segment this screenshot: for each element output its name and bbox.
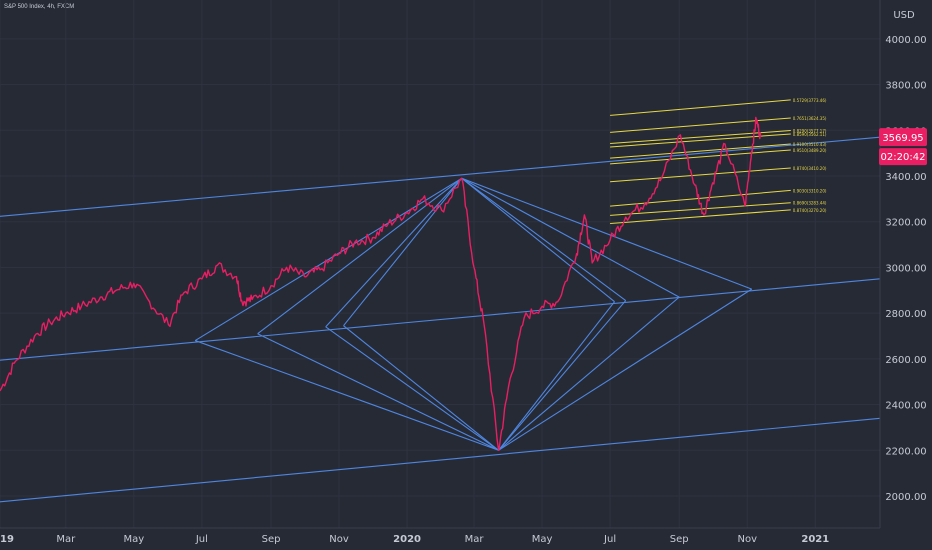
y-tick-label: 3000.00: [885, 263, 926, 274]
trendline: [194, 177, 463, 342]
fib-line: [610, 117, 791, 133]
x-tick-label: 2021: [801, 534, 829, 545]
trendline: [461, 177, 752, 290]
currency-label: USD: [893, 10, 915, 21]
fib-line: [610, 167, 791, 183]
trendline: [343, 325, 499, 451]
fib-label: 0.5729(3773.46): [793, 98, 827, 103]
fib-label: 0.9510(3489.20): [793, 148, 827, 153]
trendline: [461, 177, 627, 302]
y-axis: 2000.00 2200.00 2400.00 2600.00 2800.00 3000.…: [885, 35, 926, 503]
y-tick-label: 3800.00: [885, 81, 926, 92]
fib-label: 0.7651(3624.35): [793, 116, 827, 121]
x-axis: 2019 Mar May Jul Sep Nov 2020 Mar May Jul Sep Nov 20…: [0, 534, 829, 545]
y-tick-label: 2800.00: [885, 309, 926, 320]
y-tick-label: 2600.00: [885, 355, 926, 366]
trendlines: [0, 136, 881, 503]
y-tick-label: 3400.00: [885, 172, 926, 183]
y-tick-label: 2200.00: [885, 446, 926, 457]
x-tick-label: Sep: [262, 534, 281, 545]
trendline: [498, 288, 753, 451]
fib-line: [610, 149, 791, 165]
x-tick-label: Nov: [738, 534, 758, 545]
trendline: [0, 136, 881, 217]
fib-line: [610, 130, 791, 145]
fib-label: 0.8740(3270.20): [793, 208, 827, 213]
trendline: [461, 177, 615, 303]
trendline: [325, 326, 499, 451]
fib-label: 0.9100(3510.43): [793, 142, 827, 147]
x-tick-label: May: [123, 534, 144, 545]
y-tick-label: 2000.00: [885, 492, 926, 503]
fib-line: [610, 143, 791, 159]
y-tick-label: 2400.00: [885, 401, 926, 412]
fib-line: [610, 189, 791, 207]
fib-label: 0.9030(3310.20): [793, 188, 827, 193]
x-tick-label: Nov: [329, 534, 349, 545]
trendline: [194, 340, 499, 451]
fib-line: [610, 133, 791, 148]
x-tick-label: Mar: [56, 534, 76, 545]
x-tick-label: May: [532, 534, 553, 545]
fib-label: 0.8290(3577.17): [793, 129, 827, 134]
trendline: [325, 177, 463, 328]
countdown-box: [879, 148, 927, 166]
grid: [0, 0, 880, 528]
fib-line: [610, 209, 791, 225]
x-tick-label: Sep: [670, 534, 689, 545]
fib-line: [610, 202, 791, 216]
price-series: [0, 116, 762, 451]
fib-line: [610, 99, 791, 116]
trendline: [257, 177, 463, 335]
price-line: [0, 116, 762, 451]
last-price-value: 3569.95: [882, 133, 923, 144]
fib-label: 0.8690(3283.44): [793, 201, 827, 206]
last-price-box: [879, 128, 927, 147]
y-tick-label: 4000.00: [885, 35, 926, 46]
countdown-value: 02:20:42: [881, 152, 926, 163]
y-tick-label: 3200.00: [885, 218, 926, 229]
trendline: [343, 177, 463, 327]
x-tick-label: 2019: [0, 534, 14, 545]
x-tick-label: 2020: [393, 534, 421, 545]
trendline: [498, 301, 615, 451]
trendline: [0, 278, 881, 361]
trendline: [0, 417, 881, 503]
trendline: [498, 300, 627, 451]
trendline: [461, 177, 680, 298]
trendline: [498, 296, 680, 451]
chart-title: S&P 500 Index, 4h, FXCM: [4, 4, 75, 10]
last-price-label[interactable]: 3569.95 02:20:42: [879, 128, 927, 166]
x-tick-label: Jul: [603, 534, 616, 545]
x-tick-label: Jul: [195, 534, 208, 545]
fib-label: 0.8740(3410.20): [793, 166, 827, 171]
x-tick-label: Mar: [465, 534, 485, 545]
fib-label: 0.8590(3562.11): [793, 132, 827, 137]
trendline: [257, 333, 499, 451]
